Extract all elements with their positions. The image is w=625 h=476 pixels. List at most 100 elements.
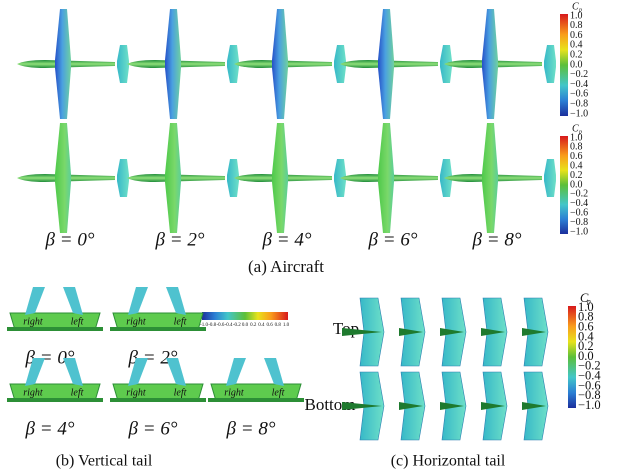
wing: [272, 123, 288, 233]
colorbar-tick-label: 0.8: [275, 323, 282, 328]
fin: [166, 358, 186, 386]
wing: [482, 9, 498, 119]
fin: [25, 358, 45, 386]
colorbar-tick-label: −0.6: [570, 207, 588, 218]
fin: [226, 358, 246, 386]
colorbar-tick-label: 0.0: [242, 323, 249, 328]
colorbar-tick-label: −1.0: [570, 108, 588, 119]
colorbar-tick-label: 0.6: [570, 151, 583, 162]
side-label: right: [23, 387, 43, 398]
fuselage-cone: [481, 402, 505, 410]
colorbar-tick-label: −0.8: [570, 98, 588, 109]
side-label: left: [272, 387, 285, 398]
caption: (b) Vertical tail: [56, 453, 153, 470]
colorbar-tick-label: 1.0: [283, 323, 290, 328]
wing: [378, 123, 394, 233]
colorbar-tick-label: −1.0: [570, 226, 588, 237]
fuselage-cone: [481, 328, 505, 336]
angle-label: β = 6°: [368, 229, 418, 250]
colorbar-tick-label: −0.2: [570, 69, 588, 80]
angle-label: β = 6°: [128, 418, 178, 439]
colorbar-tick-label: 0.6: [570, 30, 583, 41]
colorbar-label: C: [580, 291, 589, 305]
horizontal-tail: [544, 159, 556, 197]
colorbar-tick-label: −0.4: [578, 368, 601, 382]
angle-label: β = 4°: [262, 229, 312, 250]
colorbar-tick-label: 0.8: [570, 142, 583, 153]
aircraft: [127, 9, 239, 119]
colorbar-tick-label: 0.2: [250, 323, 257, 328]
aircraft: [340, 123, 452, 233]
colorbar-tick-label: 0.6: [578, 319, 594, 333]
colorbar-tick-label: −0.6: [570, 89, 588, 100]
colorbar: [560, 136, 568, 234]
aircraft: [17, 9, 129, 119]
colorbar-tick-label: -1.0: [200, 323, 208, 328]
colorbar-tick-label: 0.4: [258, 323, 265, 328]
angle-label: β = 2°: [155, 229, 205, 250]
wing: [482, 123, 498, 233]
colorbar-tick-label: 0.0: [570, 179, 583, 190]
colorbar-label: C: [572, 123, 579, 134]
colorbar-tick-label: 1.0: [578, 300, 594, 314]
colorbar-tick-label: -0.8: [208, 323, 216, 328]
colorbar: [568, 306, 576, 408]
horizontal-tail: [227, 159, 239, 197]
wing: [165, 123, 181, 233]
side-label: left: [174, 316, 187, 327]
fin: [63, 287, 83, 315]
fin: [264, 358, 284, 386]
aircraft: [127, 123, 239, 233]
colorbar-label-sub: p: [578, 129, 582, 135]
aircraft: [444, 123, 556, 233]
aircraft: [234, 123, 346, 233]
angle-label: β = 0°: [45, 229, 95, 250]
colorbar-tick-label: −0.4: [570, 198, 588, 209]
wing: [272, 9, 288, 119]
colorbar-tick-label: -0.6: [216, 323, 224, 328]
colorbar-tick-label: 0.2: [570, 170, 583, 181]
colorbar-tick-label: −0.2: [570, 189, 588, 200]
colorbar-tick-label: 1.0: [570, 132, 583, 143]
colorbar-tick-label: 0.2: [578, 339, 594, 353]
colorbar-tick-label: 1.0: [570, 10, 583, 21]
colorbar-label-sub: p: [586, 297, 591, 306]
colorbar-label: C: [572, 1, 579, 12]
side-label: right: [23, 316, 43, 327]
fuselage-cone: [522, 328, 546, 336]
colorbar-tick-label: 0.8: [578, 310, 594, 324]
colorbar-tick-label: -0.2: [233, 323, 241, 328]
colorbar-tick-label: 0.4: [570, 160, 583, 171]
fuselage: [208, 398, 304, 402]
caption: (a) Aircraft: [248, 257, 324, 276]
fuselage-cone: [342, 402, 382, 410]
horizontal-tail: [227, 45, 239, 83]
colorbar-tick-label: −0.8: [570, 217, 588, 228]
colorbar-tick-label: 0.2: [570, 49, 583, 60]
fuselage-cone: [440, 328, 464, 336]
colorbar: [202, 312, 288, 320]
angle-label: β = 4°: [25, 418, 75, 439]
fuselage-cone: [399, 328, 423, 336]
wing: [55, 123, 71, 233]
colorbar-tick-label: 0.0: [578, 349, 594, 363]
angle-label: β = 8°: [226, 418, 276, 439]
fin: [25, 287, 45, 315]
colorbar-tick-label: 0.8: [570, 20, 583, 31]
colorbar-tick-label: −0.6: [578, 378, 601, 392]
aircraft: [340, 9, 452, 119]
colorbar-label-sub: p: [578, 7, 582, 13]
wing: [165, 9, 181, 119]
fin: [128, 358, 148, 386]
fuselage: [110, 327, 206, 331]
fuselage-cone: [440, 402, 464, 410]
colorbar-tick-label: 0.4: [578, 329, 594, 343]
colorbar-tick-label: −0.4: [570, 79, 588, 90]
caption: (c) Horizontal tail: [391, 453, 506, 470]
side-label: right: [126, 316, 146, 327]
fuselage: [7, 327, 103, 331]
side-label: left: [71, 316, 84, 327]
fuselage-cone: [342, 328, 382, 336]
fuselage: [7, 398, 103, 402]
fin: [166, 287, 186, 315]
